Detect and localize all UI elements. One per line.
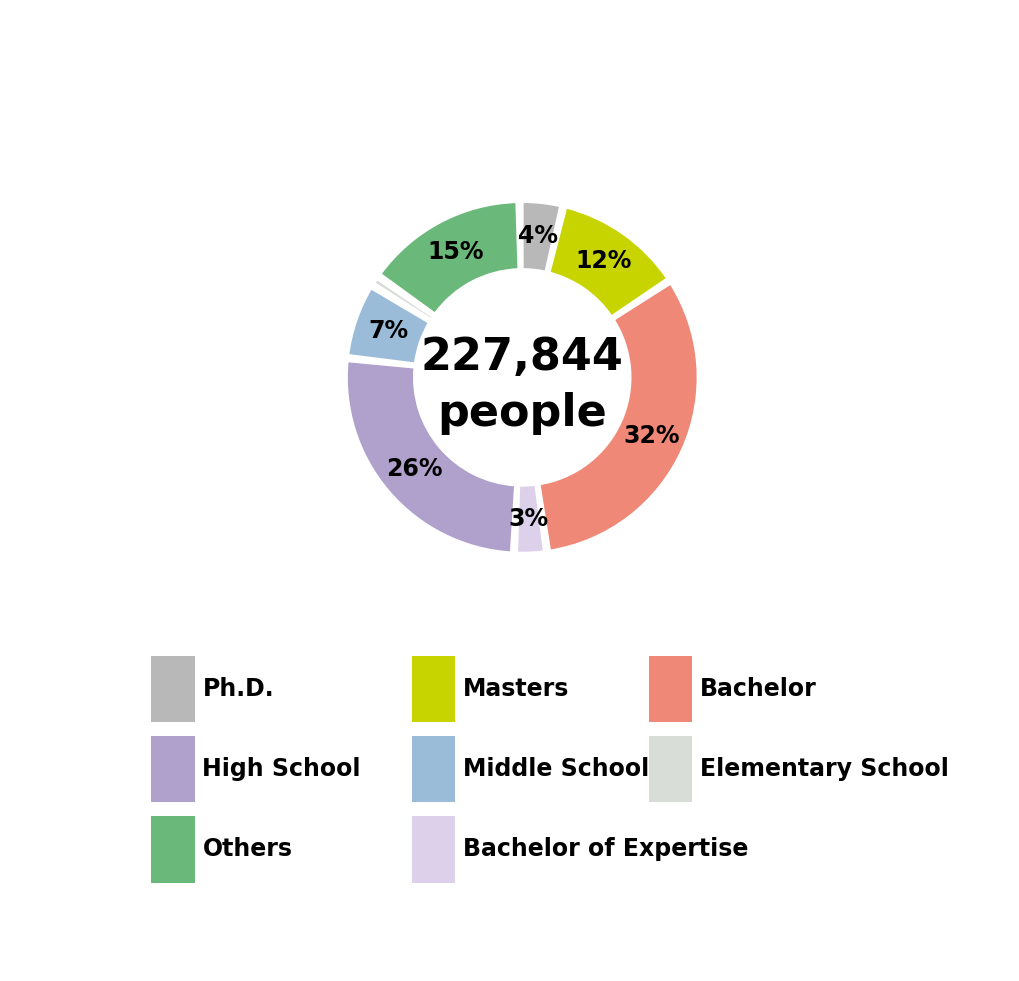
Wedge shape bbox=[549, 207, 667, 317]
Wedge shape bbox=[347, 287, 429, 364]
FancyBboxPatch shape bbox=[412, 656, 455, 722]
FancyBboxPatch shape bbox=[151, 656, 195, 722]
FancyBboxPatch shape bbox=[412, 736, 455, 802]
Text: 15%: 15% bbox=[428, 240, 484, 264]
Wedge shape bbox=[374, 279, 433, 320]
Wedge shape bbox=[522, 202, 560, 272]
Text: 32%: 32% bbox=[624, 424, 680, 447]
Text: 227,844: 227,844 bbox=[421, 336, 624, 379]
Text: Elementary School: Elementary School bbox=[700, 757, 949, 781]
Text: 7%: 7% bbox=[368, 320, 409, 343]
Wedge shape bbox=[380, 202, 519, 314]
FancyBboxPatch shape bbox=[151, 816, 195, 883]
FancyBboxPatch shape bbox=[412, 816, 455, 883]
Text: 12%: 12% bbox=[576, 249, 632, 274]
FancyBboxPatch shape bbox=[151, 736, 195, 802]
Text: High School: High School bbox=[203, 757, 361, 781]
FancyBboxPatch shape bbox=[649, 736, 692, 802]
Text: Others: Others bbox=[203, 838, 292, 861]
Text: people: people bbox=[437, 391, 607, 435]
Text: Middle School: Middle School bbox=[463, 757, 649, 781]
Wedge shape bbox=[517, 485, 544, 553]
FancyBboxPatch shape bbox=[649, 656, 692, 722]
Text: 26%: 26% bbox=[386, 457, 442, 482]
Text: 4%: 4% bbox=[518, 225, 557, 248]
Text: 3%: 3% bbox=[508, 507, 549, 531]
Text: Bachelor: Bachelor bbox=[700, 677, 816, 701]
Wedge shape bbox=[539, 284, 698, 551]
Text: Bachelor of Expertise: Bachelor of Expertise bbox=[463, 838, 748, 861]
Text: Masters: Masters bbox=[463, 677, 570, 701]
Wedge shape bbox=[346, 361, 516, 553]
Text: Ph.D.: Ph.D. bbox=[203, 677, 274, 701]
